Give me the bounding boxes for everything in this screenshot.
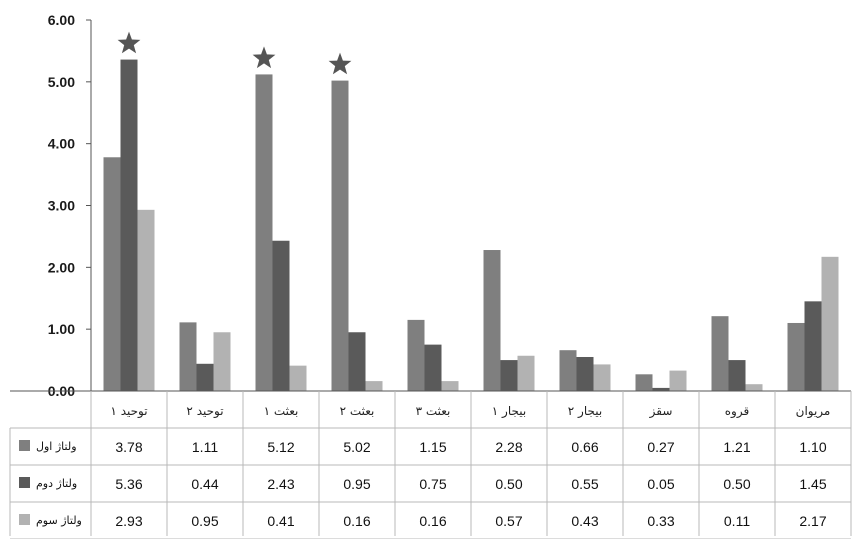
value-cell: 0.57 (495, 513, 522, 529)
series-name: ولتاژ دوم (36, 477, 77, 490)
category-label: بعثت ۱ (264, 404, 299, 418)
legend-swatch (19, 477, 30, 488)
value-cell: 0.50 (723, 476, 750, 492)
value-cell: 0.33 (647, 513, 674, 529)
bar-ولتاژ دوم-مریوان (804, 301, 822, 391)
category-label: توحید ۱ (110, 404, 147, 419)
value-cell: 0.50 (495, 476, 522, 492)
category-label: مریوان (796, 404, 831, 419)
bar-ولتاژ سوم-قروه (745, 384, 763, 391)
category-label: سقز (649, 404, 673, 419)
bar-ولتاژ دوم-قروه (728, 360, 746, 391)
bar-ولتاژ دوم-بعثت ۳ (424, 344, 442, 391)
value-cell: 0.27 (647, 439, 674, 455)
category-label: بعثت ۲ (340, 404, 375, 418)
category-label: توحید ۲ (186, 404, 223, 419)
value-cell: 0.05 (647, 476, 674, 492)
series-name: ولتاژ اول (36, 440, 77, 453)
bar-ولتاژ سوم-سقز (669, 370, 687, 391)
category-label: قروه (725, 404, 749, 419)
value-cell: 0.44 (191, 476, 218, 492)
value-cell: 1.21 (723, 439, 750, 455)
bar-ولتاژ سوم-بیجار ۱ (517, 355, 535, 391)
value-cell: 0.66 (571, 439, 598, 455)
bar-ولتاژ اول-توحید ۲ (179, 322, 197, 391)
value-cell: 0.41 (267, 513, 294, 529)
bar-ولتاژ سوم-مریوان (821, 256, 839, 391)
bar-ولتاژ اول-بعثت ۱ (255, 74, 273, 391)
category-label: بیجار ۱ (492, 404, 526, 419)
bar-ولتاژ دوم-بعثت ۲ (348, 332, 366, 391)
bar-ولتاژ سوم-بعثت ۳ (441, 381, 459, 391)
value-cell: 2.17 (799, 513, 826, 529)
bar-ولتاژ سوم-بیجار ۲ (593, 364, 611, 391)
bar-ولتاژ دوم-سقز (652, 387, 670, 391)
category-label: بعثت ۳ (416, 404, 451, 418)
star-annotation (328, 52, 352, 75)
bar-ولتاژ اول-قروه (711, 316, 729, 391)
value-cell: 0.16 (419, 513, 446, 529)
bar-ولتاژ اول-بعثت ۲ (331, 80, 349, 391)
legend-swatch (19, 514, 30, 525)
value-cell: 2.93 (115, 513, 142, 529)
value-cell: 2.28 (495, 439, 522, 455)
star-annotation (117, 31, 141, 54)
y-tick-label: 4.00 (48, 136, 75, 152)
bar-ولتاژ اول-بیجار ۱ (483, 250, 501, 391)
bar-ولتاژ اول-مریوان (787, 322, 805, 391)
value-cell: 0.95 (343, 476, 370, 492)
series-name: ولتاژ سوم (36, 514, 82, 527)
y-tick-label: 5.00 (48, 74, 75, 90)
value-cell: 5.36 (115, 476, 142, 492)
y-tick-label: 6.00 (48, 12, 75, 28)
value-cell: 1.11 (192, 439, 218, 455)
value-cell: 1.10 (799, 439, 826, 455)
star-annotation (252, 46, 276, 69)
bar-ولتاژ اول-بیجار ۲ (559, 350, 577, 391)
bar-ولتاژ دوم-بیجار ۲ (576, 356, 594, 391)
bar-ولتاژ سوم-بعثت ۲ (365, 381, 383, 391)
value-cell: 0.43 (571, 513, 598, 529)
value-cell: 0.16 (343, 513, 370, 529)
bar-ولتاژ دوم-توحید ۲ (196, 363, 214, 391)
legend-swatch (19, 440, 30, 451)
value-cell: 0.11 (724, 513, 750, 529)
bar-ولتاژ سوم-توحید ۲ (213, 332, 231, 391)
bar-ولتاژ سوم-بعثت ۱ (289, 365, 307, 391)
value-cell: 0.55 (571, 476, 598, 492)
y-tick-label: 3.00 (48, 198, 75, 214)
bar-ولتاژ دوم-بعثت ۱ (272, 240, 290, 391)
bar-ولتاژ اول-سقز (635, 374, 653, 391)
y-tick-label: 2.00 (48, 259, 75, 275)
value-cell: 5.12 (267, 439, 294, 455)
bar-ولتاژ اول-توحید ۱ (103, 157, 121, 391)
value-cell: 2.43 (267, 476, 294, 492)
value-cell: 0.75 (419, 476, 446, 492)
bar-ولتاژ دوم-توحید ۱ (120, 59, 138, 391)
value-cell: 3.78 (115, 439, 142, 455)
bar-ولتاژ سوم-توحید ۱ (137, 209, 155, 391)
bar-ولتاژ اول-بعثت ۳ (407, 319, 425, 391)
value-cell: 1.45 (799, 476, 826, 492)
value-cell: 0.95 (191, 513, 218, 529)
bar-ولتاژ دوم-بیجار ۱ (500, 360, 518, 391)
y-tick-label: 1.00 (48, 321, 75, 337)
value-cell: 5.02 (343, 439, 370, 455)
category-label: بیجار ۲ (568, 404, 602, 419)
value-cell: 1.15 (419, 439, 446, 455)
